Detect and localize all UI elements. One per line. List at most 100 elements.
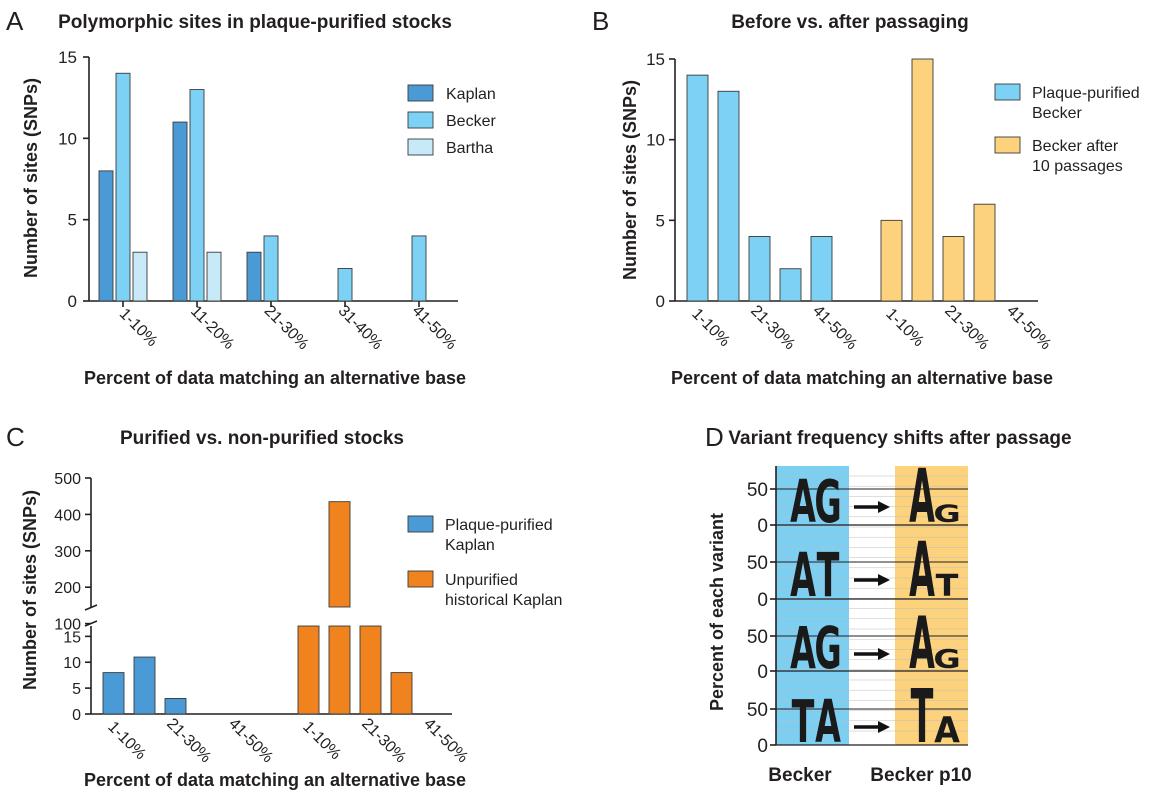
column-label-becker-p10: Becker p10 bbox=[870, 765, 971, 786]
x-tick-label: 21-30% bbox=[261, 302, 312, 353]
bar-plaque-purified-kaplan bbox=[102, 672, 125, 715]
x-tick-label: 21-30% bbox=[747, 302, 798, 353]
legend-label: Plaque-purified bbox=[445, 517, 553, 534]
y-tick-label: 5 bbox=[72, 681, 81, 698]
bar-bartha bbox=[206, 251, 222, 302]
y-tick-label: 100 bbox=[54, 617, 81, 634]
x-tick-label: 1-10% bbox=[299, 718, 344, 763]
x-tick-label: 41-50% bbox=[225, 715, 276, 766]
legend-swatch-becker bbox=[994, 83, 1021, 101]
y-tick-label: 5 bbox=[68, 211, 77, 230]
logo-letter-a: A bbox=[790, 615, 816, 682]
y-tick-label: 5 bbox=[656, 211, 665, 230]
legend-label: Kaplan bbox=[445, 537, 495, 554]
legend-label: Becker after bbox=[1032, 138, 1119, 155]
bar-kaplan bbox=[172, 121, 188, 302]
bar-kaplan bbox=[98, 170, 114, 302]
bar-becker-p10 bbox=[911, 58, 934, 302]
legend-swatch-unpurified-kaplan bbox=[407, 570, 434, 588]
panel-a-xlabel: Percent of data matching an alternative … bbox=[84, 368, 466, 388]
arrow-head bbox=[878, 574, 890, 586]
legend-label: Plaque-purified bbox=[1032, 85, 1140, 102]
logo-letter-a: A bbox=[909, 526, 935, 614]
panel-c-ylabel: Number of sites (SNPs) bbox=[20, 490, 40, 690]
bar-becker bbox=[717, 90, 740, 302]
panel-b-title: Before vs. after passaging bbox=[731, 12, 969, 33]
panel-d-axes: 0 50 0 50 0 50 0 50 bbox=[747, 466, 968, 757]
bar-becker bbox=[411, 235, 427, 302]
bar-becker bbox=[115, 72, 131, 302]
x-tick-label: 41-50% bbox=[409, 302, 460, 353]
y-tick-label: 15 bbox=[646, 50, 665, 69]
x-tick-label: 21-30% bbox=[941, 302, 992, 353]
logo-letter-a: A bbox=[934, 710, 960, 751]
panel-letter-a: A bbox=[6, 6, 24, 36]
bar-unpurified-kaplan-lower bbox=[297, 625, 320, 715]
panel-b: B Before vs. after passaging Number of s… bbox=[592, 6, 1140, 388]
y-tick-label: 0 bbox=[656, 292, 665, 311]
panel-c-legend: Plaque-purified Kaplan Unpurified historica… bbox=[407, 515, 562, 609]
y-tick-label: 50 bbox=[747, 700, 768, 721]
x-tick-label: 1-10% bbox=[116, 305, 161, 350]
panel-c-bars bbox=[102, 501, 413, 715]
bar-becker bbox=[263, 235, 279, 302]
logo-letter-a: A bbox=[790, 542, 816, 611]
panel-b-bars bbox=[686, 58, 996, 302]
bar-plaque-purified-kaplan bbox=[133, 656, 156, 715]
panel-a: A Polymorphic sites in plaque-purified s… bbox=[6, 6, 496, 388]
y-tick-label: 0 bbox=[68, 292, 77, 311]
panel-c: C Purified vs. non-purified stocks Numbe… bbox=[6, 422, 562, 790]
becker-p10-column-background bbox=[895, 466, 968, 745]
bar-unpurified-kaplan-lower bbox=[328, 625, 351, 715]
logo-letter-t: T bbox=[911, 674, 934, 760]
panel-d-ylabel: Percent of each variant bbox=[707, 513, 727, 711]
legend-label-kaplan: Kaplan bbox=[446, 86, 496, 103]
panel-d-sequence-logos: AG AGA T A TAG AGT A T A bbox=[790, 454, 961, 760]
bar-becker-p10 bbox=[880, 219, 903, 302]
bar-unpurified-kaplan-upper bbox=[328, 501, 351, 608]
legend-swatch-bartha bbox=[407, 138, 434, 156]
x-tick-label: 21-30% bbox=[358, 715, 409, 766]
x-tick-label: 41-50% bbox=[420, 715, 471, 766]
column-label-becker: Becker bbox=[768, 765, 832, 786]
y-tick-label: 50 bbox=[747, 553, 768, 574]
bar-kaplan bbox=[246, 251, 262, 302]
axis-break-mark bbox=[84, 604, 98, 611]
y-tick-label: 10 bbox=[646, 131, 665, 150]
panel-c-xlabel: Percent of data matching an alternative … bbox=[84, 770, 466, 790]
x-tick-label: 31-40% bbox=[335, 302, 386, 353]
bar-becker bbox=[189, 89, 205, 302]
legend-swatch-becker-p10 bbox=[994, 136, 1021, 154]
panel-letter-d: D bbox=[705, 422, 724, 452]
logo-letter-g: G bbox=[814, 615, 841, 682]
arrow-head bbox=[878, 501, 890, 513]
bar-becker bbox=[779, 268, 802, 302]
panel-d: D Variant frequency shifts after passage… bbox=[705, 422, 1072, 786]
logo-letter-t: T bbox=[817, 542, 840, 611]
y-tick-label: 50 bbox=[747, 627, 768, 648]
bar-becker bbox=[810, 236, 833, 302]
panel-d-arrows bbox=[854, 501, 890, 733]
y-tick-label: 10 bbox=[63, 655, 81, 672]
y-tick-label: 15 bbox=[58, 48, 77, 67]
panel-a-title: Polymorphic sites in plaque-purified sto… bbox=[58, 12, 452, 33]
logo-letter-g: G bbox=[814, 468, 841, 537]
panel-a-ylabel: Number of sites (SNPs) bbox=[21, 78, 41, 278]
legend-label-bartha: Bartha bbox=[446, 140, 493, 157]
logo-letter-t: T bbox=[792, 688, 815, 757]
bar-becker bbox=[686, 74, 709, 302]
logo-letter-a: A bbox=[909, 454, 935, 540]
legend-label: 10 passages bbox=[1032, 158, 1123, 175]
legend-label: Unpurified bbox=[445, 572, 518, 589]
y-tick-label: 10 bbox=[58, 129, 77, 148]
y-tick-label: 50 bbox=[747, 480, 768, 501]
panel-b-ylabel: Number of sites (SNPs) bbox=[620, 80, 640, 280]
panel-d-title: Variant frequency shifts after passage bbox=[728, 428, 1071, 449]
panel-a-bars bbox=[98, 72, 427, 302]
y-tick-label: 0 bbox=[757, 590, 768, 611]
panel-b-xlabel: Percent of data matching an alternative … bbox=[671, 368, 1053, 388]
legend-swatch-kaplan bbox=[407, 84, 434, 102]
x-tick-label: 21-30% bbox=[163, 715, 214, 766]
